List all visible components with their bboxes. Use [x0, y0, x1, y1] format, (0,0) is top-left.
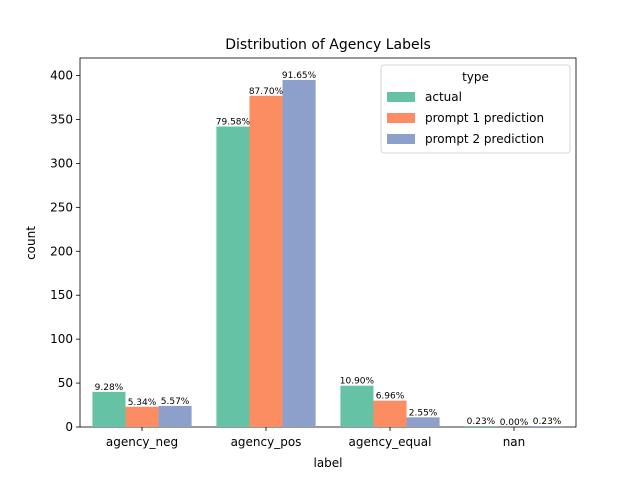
y-tick-label: 150	[50, 288, 73, 302]
legend-title: type	[462, 70, 489, 84]
plot-area: 0 50 100 150 200 250 300 350 400 agency_neg 9.28% 5…	[50, 57, 577, 449]
x-tick-label: agency_neg	[106, 435, 178, 449]
bar	[92, 391, 126, 427]
bar	[340, 385, 374, 427]
y-tick-label: 50	[58, 376, 73, 390]
bar	[464, 426, 498, 427]
y-tick-label: 400	[50, 69, 73, 83]
bar-data-label: 91.65%	[282, 71, 317, 81]
bar-data-label: 5.34%	[128, 398, 157, 408]
bar-data-label: 6.96%	[376, 392, 405, 402]
x-tick-label: agency_pos	[231, 435, 302, 449]
bar	[282, 79, 316, 427]
bar-data-label: 9.28%	[95, 383, 124, 393]
bar	[158, 405, 192, 427]
plot-frame	[79, 57, 577, 428]
bar	[216, 126, 250, 428]
legend-frame	[380, 64, 571, 154]
bar-data-label: 0.23%	[533, 417, 562, 427]
bar-data-label: 2.55%	[409, 408, 438, 418]
bar	[530, 426, 564, 427]
y-tick-label: 300	[50, 156, 73, 170]
bar-data-label: 0.23%	[467, 417, 496, 427]
y-tick-label: 200	[50, 244, 73, 258]
legend-entry-label: actual	[425, 90, 462, 104]
x-tick-label: agency_equal	[349, 435, 432, 449]
y-axis-label: count	[24, 226, 38, 260]
bar	[406, 417, 440, 427]
chart-title: Distribution of Agency Labels	[225, 37, 431, 53]
bar-data-label: 10.90%	[340, 377, 375, 387]
bar-data-label: 5.57%	[161, 397, 190, 407]
x-tick-label: nan	[503, 435, 526, 449]
bar	[373, 400, 407, 427]
legend-entry-label: prompt 2 prediction	[425, 132, 544, 146]
bar-data-label: 79.58%	[216, 118, 251, 128]
y-tick-label: 250	[50, 200, 73, 214]
y-tick-label: 0	[65, 420, 73, 434]
y-tick-label: 100	[50, 332, 73, 346]
bar	[125, 406, 159, 427]
y-tick-label: 350	[50, 113, 73, 127]
legend-swatch	[387, 134, 415, 144]
bar-data-label: 0.00%	[500, 418, 529, 428]
x-axis-label: label	[313, 456, 342, 470]
bar	[249, 95, 283, 428]
bar-data-label: 87.70%	[249, 87, 284, 97]
legend-swatch	[387, 92, 415, 102]
legend-swatch	[387, 113, 415, 123]
legend-entry-label: prompt 1 prediction	[425, 111, 544, 125]
